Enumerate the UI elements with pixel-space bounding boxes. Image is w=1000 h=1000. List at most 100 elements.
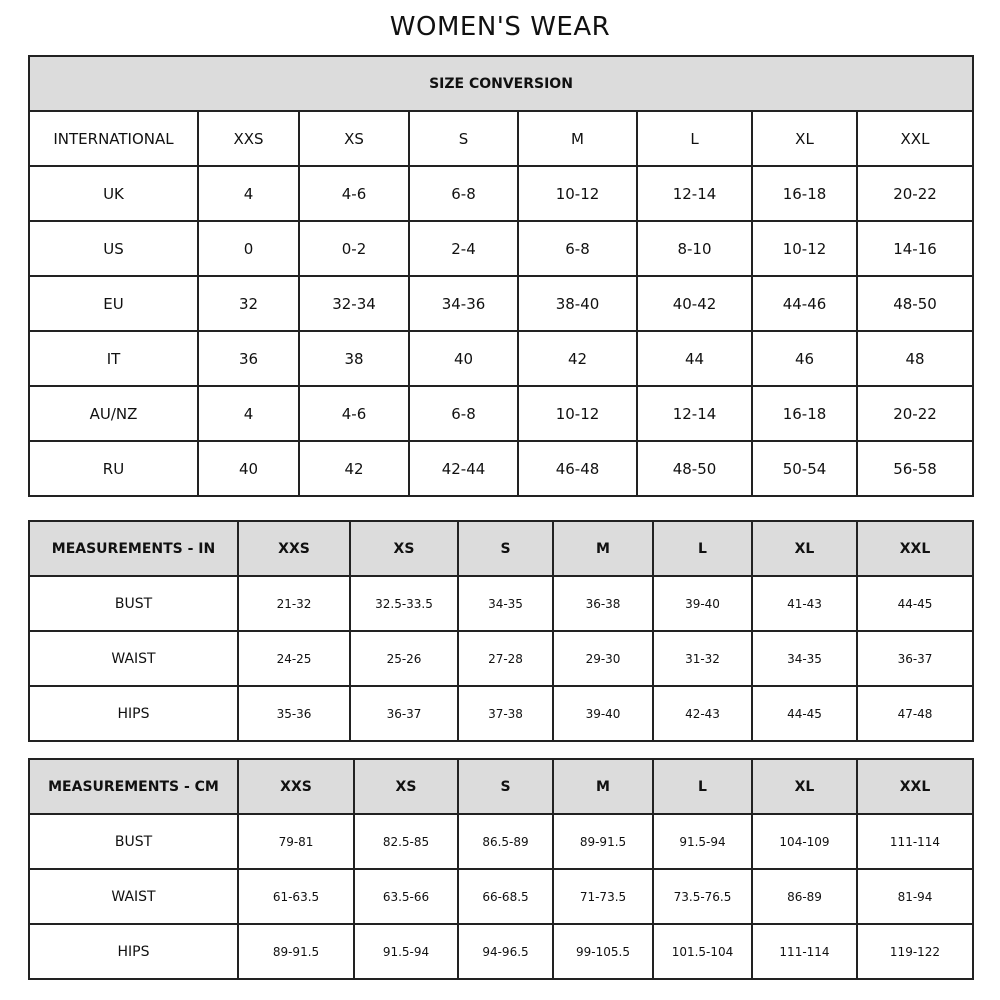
header-row: MEASUREMENTS - IN XXS XS S M L XL XXL bbox=[28, 520, 974, 577]
table-cell: 10-12 bbox=[517, 165, 638, 222]
table-cell: 71-73.5 bbox=[552, 868, 654, 925]
table-row: HIPS 89-91.5 91.5-94 94-96.5 99-105.5 101.5-1… bbox=[28, 923, 974, 980]
table-cell: 35-36 bbox=[237, 685, 351, 742]
table-cell: 29-30 bbox=[552, 630, 654, 687]
table-cell: 63.5-66 bbox=[353, 868, 459, 925]
size-column-header: L bbox=[652, 520, 753, 577]
size-conversion-table: SIZE CONVERSION INTERNATIONAL XXS XS S M L XL X… bbox=[28, 55, 974, 497]
table-row: IT 36 38 40 42 44 46 48 bbox=[28, 330, 974, 387]
table-row: BUST 21-32 32.5-33.5 34-35 36-38 39-40 41-43 44… bbox=[28, 575, 974, 632]
header-row: INTERNATIONAL XXS XS S M L XL XXL bbox=[28, 110, 974, 167]
row-label: IT bbox=[28, 330, 199, 387]
size-column-header: L bbox=[636, 110, 753, 167]
table-cell: 38-40 bbox=[517, 275, 638, 332]
table-cell: 104-109 bbox=[751, 813, 858, 870]
table-cell: 39-40 bbox=[552, 685, 654, 742]
table-cell: 48-50 bbox=[856, 275, 974, 332]
table-cell: 46 bbox=[751, 330, 858, 387]
row-label: BUST bbox=[28, 575, 239, 632]
table-cell: 32 bbox=[197, 275, 300, 332]
row-label: US bbox=[28, 220, 199, 277]
table-cell: 6-8 bbox=[517, 220, 638, 277]
size-column-header: XL bbox=[751, 110, 858, 167]
row-label: UK bbox=[28, 165, 199, 222]
table-cell: 42-43 bbox=[652, 685, 753, 742]
measurements-in-table: MEASUREMENTS - IN XXS XS S M L XL XXL BUST 21-32 3… bbox=[28, 520, 974, 742]
table-cell: 44 bbox=[636, 330, 753, 387]
page-title: WOMEN'S WEAR bbox=[389, 12, 611, 42]
table-cell: 101.5-104 bbox=[652, 923, 753, 980]
table-cell: 79-81 bbox=[237, 813, 355, 870]
table-cell: 20-22 bbox=[856, 165, 974, 222]
size-column-header: XXL bbox=[856, 758, 974, 815]
table-cell: 39-40 bbox=[652, 575, 753, 632]
table-cell: 40 bbox=[197, 440, 300, 497]
row-header-label: MEASUREMENTS - IN bbox=[28, 520, 239, 577]
table-cell: 86.5-89 bbox=[457, 813, 554, 870]
size-column-header: S bbox=[408, 110, 519, 167]
size-column-header: M bbox=[552, 758, 654, 815]
table-cell: 10-12 bbox=[517, 385, 638, 442]
table-cell: 31-32 bbox=[652, 630, 753, 687]
size-column-header: M bbox=[552, 520, 654, 577]
table-cell: 6-8 bbox=[408, 385, 519, 442]
table-cell: 38 bbox=[298, 330, 410, 387]
size-column-header: XS bbox=[353, 758, 459, 815]
table-cell: 16-18 bbox=[751, 165, 858, 222]
row-label: EU bbox=[28, 275, 199, 332]
size-column-header: XXS bbox=[237, 758, 355, 815]
table-cell: 50-54 bbox=[751, 440, 858, 497]
table-cell: 36-37 bbox=[349, 685, 459, 742]
table-cell: 94-96.5 bbox=[457, 923, 554, 980]
table-cell: 36 bbox=[197, 330, 300, 387]
table-row: BUST 79-81 82.5-85 86.5-89 89-91.5 91.5-94 104… bbox=[28, 813, 974, 870]
table-cell: 89-91.5 bbox=[237, 923, 355, 980]
table-cell: 42 bbox=[517, 330, 638, 387]
table-cell: 91.5-94 bbox=[652, 813, 753, 870]
row-label: HIPS bbox=[28, 685, 239, 742]
row-header-label: INTERNATIONAL bbox=[28, 110, 199, 167]
table-cell: 82.5-85 bbox=[353, 813, 459, 870]
size-column-header: L bbox=[652, 758, 753, 815]
table-row: HIPS 35-36 36-37 37-38 39-40 42-43 44-45 47-48 bbox=[28, 685, 974, 742]
table-cell: 37-38 bbox=[457, 685, 554, 742]
table-cell: 119-122 bbox=[856, 923, 974, 980]
row-label: HIPS bbox=[28, 923, 239, 980]
table-cell: 2-4 bbox=[408, 220, 519, 277]
table-cell: 4 bbox=[197, 385, 300, 442]
table-cell: 91.5-94 bbox=[353, 923, 459, 980]
table-cell: 48-50 bbox=[636, 440, 753, 497]
row-label: AU/NZ bbox=[28, 385, 199, 442]
table-cell: 21-32 bbox=[237, 575, 351, 632]
table-cell: 44-45 bbox=[751, 685, 858, 742]
size-column-header: XS bbox=[298, 110, 410, 167]
table-cell: 42-44 bbox=[408, 440, 519, 497]
table-cell: 27-28 bbox=[457, 630, 554, 687]
size-column-header: XXL bbox=[856, 520, 974, 577]
size-column-header: XXL bbox=[856, 110, 974, 167]
table-row: WAIST 24-25 25-26 27-28 29-30 31-32 34-35 36-37 bbox=[28, 630, 974, 687]
table-cell: 34-35 bbox=[457, 575, 554, 632]
table-cell: 111-114 bbox=[751, 923, 858, 980]
table-row: UK 4 4-6 6-8 10-12 12-14 16-18 20-22 bbox=[28, 165, 974, 222]
table-cell: 14-16 bbox=[856, 220, 974, 277]
table-cell: 25-26 bbox=[349, 630, 459, 687]
size-column-header: M bbox=[517, 110, 638, 167]
header-row: MEASUREMENTS - CM XXS XS S M L XL XXL bbox=[28, 758, 974, 815]
table-cell: 16-18 bbox=[751, 385, 858, 442]
size-column-header: XS bbox=[349, 520, 459, 577]
table-title: SIZE CONVERSION bbox=[28, 55, 974, 112]
table-cell: 66-68.5 bbox=[457, 868, 554, 925]
table-cell: 36-37 bbox=[856, 630, 974, 687]
table-cell: 0 bbox=[197, 220, 300, 277]
table-row: US 0 0-2 2-4 6-8 8-10 10-12 14-16 bbox=[28, 220, 974, 277]
size-column-header: XXS bbox=[237, 520, 351, 577]
table-cell: 0-2 bbox=[298, 220, 410, 277]
row-header-label: MEASUREMENTS - CM bbox=[28, 758, 239, 815]
table-cell: 40-42 bbox=[636, 275, 753, 332]
table-cell: 99-105.5 bbox=[552, 923, 654, 980]
size-column-header: S bbox=[457, 758, 554, 815]
table-cell: 32-34 bbox=[298, 275, 410, 332]
table-cell: 36-38 bbox=[552, 575, 654, 632]
measurements-cm-table: MEASUREMENTS - CM XXS XS S M L XL XXL BUST 79-81 8… bbox=[28, 758, 974, 980]
